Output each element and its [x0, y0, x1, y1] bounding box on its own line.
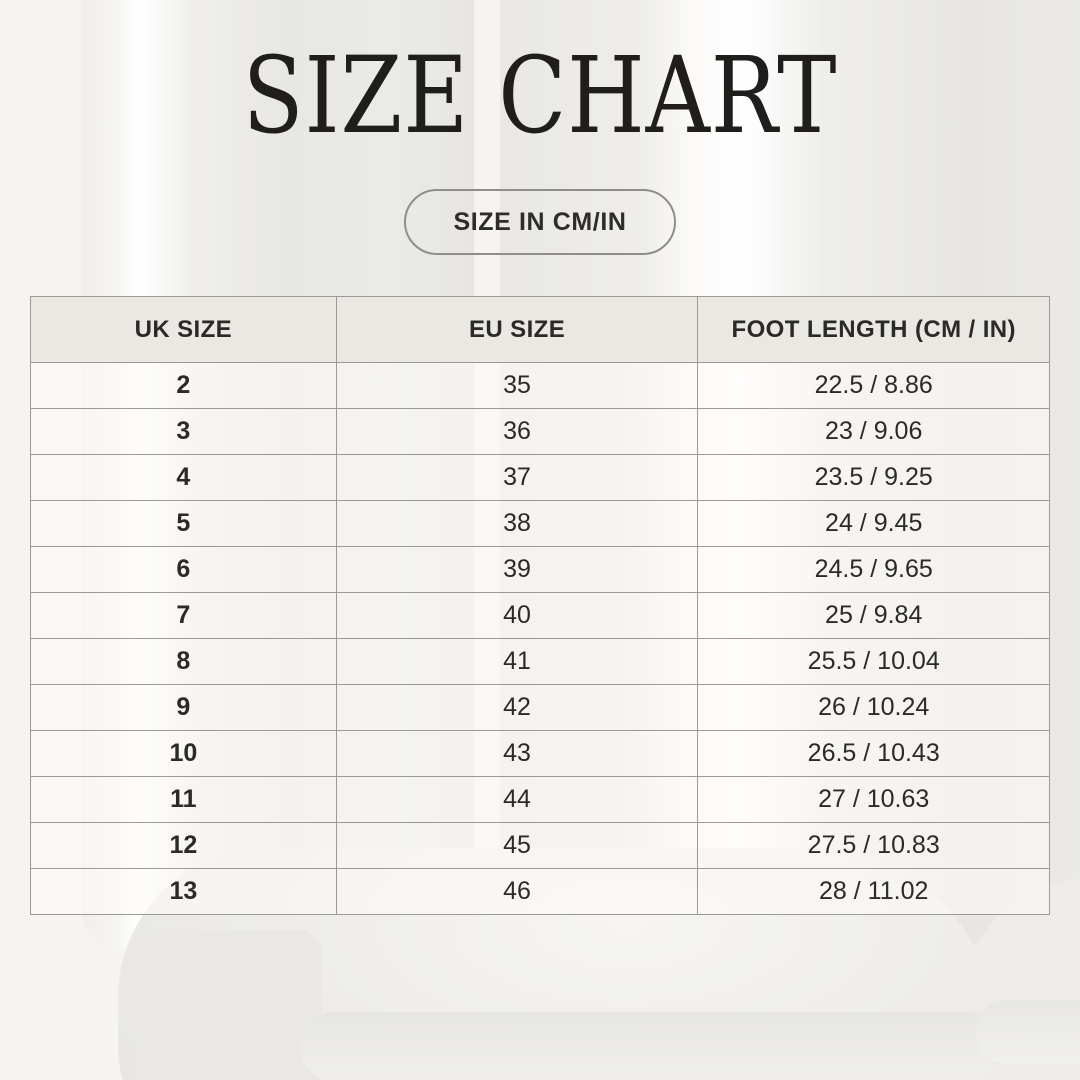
uk-size-cell: 10 [30, 730, 337, 777]
table-row: 13 46 28 / 11.02 [30, 868, 1050, 915]
table-row: 4 37 23.5 / 9.25 [30, 454, 1050, 501]
eu-size-cell: 41 [335, 638, 699, 685]
column-header-eu-size: EU SIZE [335, 296, 699, 363]
eu-size-cell: 36 [335, 408, 699, 455]
size-chart-table: UK SIZE EU SIZE FOOT LENGTH (CM / IN) 2 … [30, 296, 1050, 915]
page-title: SIZE CHART [242, 34, 838, 157]
table-row: 3 36 23 / 9.06 [30, 408, 1050, 455]
table-row: 7 40 25 / 9.84 [30, 592, 1050, 639]
uk-size-cell: 13 [30, 868, 337, 915]
eu-size-cell: 40 [335, 592, 699, 639]
uk-size-cell: 4 [30, 454, 337, 501]
table-row: 10 43 26.5 / 10.43 [30, 730, 1050, 777]
eu-size-cell: 44 [335, 776, 699, 823]
column-header-uk-size: UK SIZE [30, 296, 337, 363]
uk-size-cell: 6 [30, 546, 337, 593]
foot-length-cell: 22.5 / 8.86 [697, 362, 1050, 409]
table-row: 12 45 27.5 / 10.83 [30, 822, 1050, 869]
table-row: 2 35 22.5 / 8.86 [30, 362, 1050, 409]
unit-badge: SIZE IN CM/IN [404, 189, 676, 255]
uk-size-cell: 12 [30, 822, 337, 869]
eu-size-cell: 43 [335, 730, 699, 777]
foot-length-cell: 27 / 10.63 [697, 776, 1050, 823]
foot-length-cell: 24 / 9.45 [697, 500, 1050, 547]
boot-left-heel [132, 930, 322, 1080]
eu-size-cell: 35 [335, 362, 699, 409]
foot-length-cell: 25.5 / 10.04 [697, 638, 1050, 685]
foot-length-cell: 26 / 10.24 [697, 684, 1050, 731]
table-row: 11 44 27 / 10.63 [30, 776, 1050, 823]
eu-size-cell: 46 [335, 868, 699, 915]
table-header-row: UK SIZE EU SIZE FOOT LENGTH (CM / IN) [30, 296, 1050, 363]
foot-length-cell: 25 / 9.84 [697, 592, 1050, 639]
table-row: 8 41 25.5 / 10.04 [30, 638, 1050, 685]
unit-badge-label: SIZE IN CM/IN [453, 207, 627, 236]
uk-size-cell: 2 [30, 362, 337, 409]
boot-right-sole [975, 1000, 1080, 1064]
eu-size-cell: 39 [335, 546, 699, 593]
table-row: 5 38 24 / 9.45 [30, 500, 1050, 547]
uk-size-cell: 9 [30, 684, 337, 731]
foot-length-cell: 27.5 / 10.83 [697, 822, 1050, 869]
eu-size-cell: 38 [335, 500, 699, 547]
uk-size-cell: 11 [30, 776, 337, 823]
uk-size-cell: 8 [30, 638, 337, 685]
eu-size-cell: 42 [335, 684, 699, 731]
uk-size-cell: 5 [30, 500, 337, 547]
foot-length-cell: 26.5 / 10.43 [697, 730, 1050, 777]
foot-length-cell: 23 / 9.06 [697, 408, 1050, 455]
foot-length-cell: 24.5 / 9.65 [697, 546, 1050, 593]
uk-size-cell: 3 [30, 408, 337, 455]
eu-size-cell: 37 [335, 454, 699, 501]
boot-left-sole [300, 1012, 1000, 1080]
foot-length-cell: 28 / 11.02 [697, 868, 1050, 915]
uk-size-cell: 7 [30, 592, 337, 639]
table-row: 6 39 24.5 / 9.65 [30, 546, 1050, 593]
column-header-foot-length: FOOT LENGTH (CM / IN) [697, 296, 1050, 363]
foot-length-cell: 23.5 / 9.25 [697, 454, 1050, 501]
table-row: 9 42 26 / 10.24 [30, 684, 1050, 731]
eu-size-cell: 45 [335, 822, 699, 869]
